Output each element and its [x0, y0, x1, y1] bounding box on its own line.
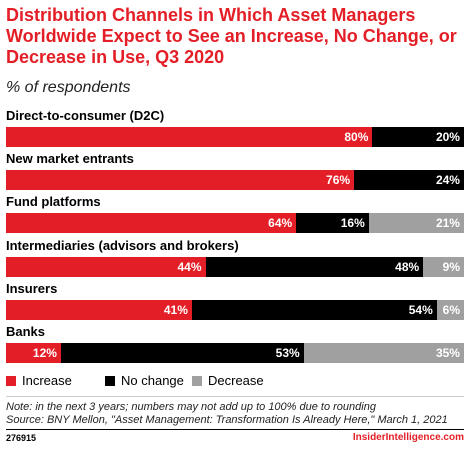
data-label: 64% [268, 216, 293, 230]
footer-source: Source: BNY Mellon, "Asset Management: T… [6, 414, 448, 426]
data-label: 48% [395, 260, 420, 274]
category-label: Fund platforms [6, 194, 101, 209]
category-label: Direct-to-consumer (D2C) [6, 108, 165, 123]
data-label: 54% [408, 303, 433, 317]
bar-segment-no-change: 54% [191, 300, 437, 320]
brand-link[interactable]: InsiderIntelligence.com [352, 432, 464, 443]
data-label: 35% [435, 346, 460, 360]
legend-swatch-increase [6, 375, 16, 386]
data-label: 24% [435, 173, 460, 187]
bar-row: 64% 16% 21% [6, 213, 464, 233]
bar-segment-increase: 44% [6, 257, 206, 277]
data-label: 21% [435, 216, 460, 230]
data-label: 41% [163, 303, 188, 317]
data-label: 44% [177, 260, 202, 274]
legend-item-no-change: No change [105, 373, 184, 388]
bar-row: 80% 20% [6, 127, 464, 147]
legend-label-decrease: Decrease [208, 373, 264, 388]
bar-segment-increase: 80% [6, 127, 373, 147]
bar-segment-increase: 41% [6, 300, 192, 320]
data-label: 53% [275, 346, 300, 360]
footer-note: Note: in the next 3 years; numbers may n… [6, 401, 376, 413]
data-label: 16% [340, 216, 365, 230]
data-label: 9% [442, 260, 460, 274]
data-label: 12% [32, 346, 57, 360]
bar-segment-no-change: 24% [354, 170, 464, 190]
bar-segment-decrease: 6% [436, 300, 464, 320]
category-label: New market entrants [6, 151, 134, 166]
bar-segment-increase: 64% [6, 213, 297, 233]
bar-segment-no-change: 20% [372, 127, 464, 147]
legend-swatch-decrease [192, 375, 202, 386]
chart-title: Distribution Channels in Which Asset Man… [6, 5, 457, 67]
data-label: 20% [435, 130, 460, 144]
chart-id: 276915 [6, 433, 37, 443]
bar-segment-increase: 12% [6, 343, 61, 363]
category-label: Banks [6, 324, 46, 339]
data-label: 80% [344, 130, 369, 144]
category-label: Insurers [6, 281, 58, 296]
bar-row: 41% 54% 6% [6, 300, 464, 320]
footer-bottom-rule [6, 429, 464, 430]
bar-segment-no-change: 16% [296, 213, 369, 233]
legend-label-no-change: No change [121, 373, 184, 388]
bar-segment-no-change: 48% [205, 257, 424, 277]
footer-divider [6, 396, 464, 397]
bar-row: 12% 53% 35% [6, 343, 464, 363]
bar-segment-increase: 76% [6, 170, 355, 190]
bar-segment-decrease: 21% [368, 213, 464, 233]
chart-subtitle: % of respondents [6, 79, 131, 96]
legend-item-increase: Increase [6, 373, 72, 388]
data-label: 76% [326, 173, 351, 187]
data-label: 6% [442, 303, 460, 317]
bar-segment-decrease: 9% [423, 257, 464, 277]
bar-row: 44% 48% 9% [6, 257, 464, 277]
bar-segment-decrease: 35% [303, 343, 464, 363]
legend-swatch-no-change [105, 375, 115, 386]
category-label: Intermediaries (advisors and brokers) [6, 238, 239, 253]
legend-item-decrease: Decrease [192, 373, 264, 388]
bar-segment-no-change: 53% [60, 343, 304, 363]
legend-label-increase: Increase [22, 373, 72, 388]
bar-row: 76% 24% [6, 170, 464, 190]
